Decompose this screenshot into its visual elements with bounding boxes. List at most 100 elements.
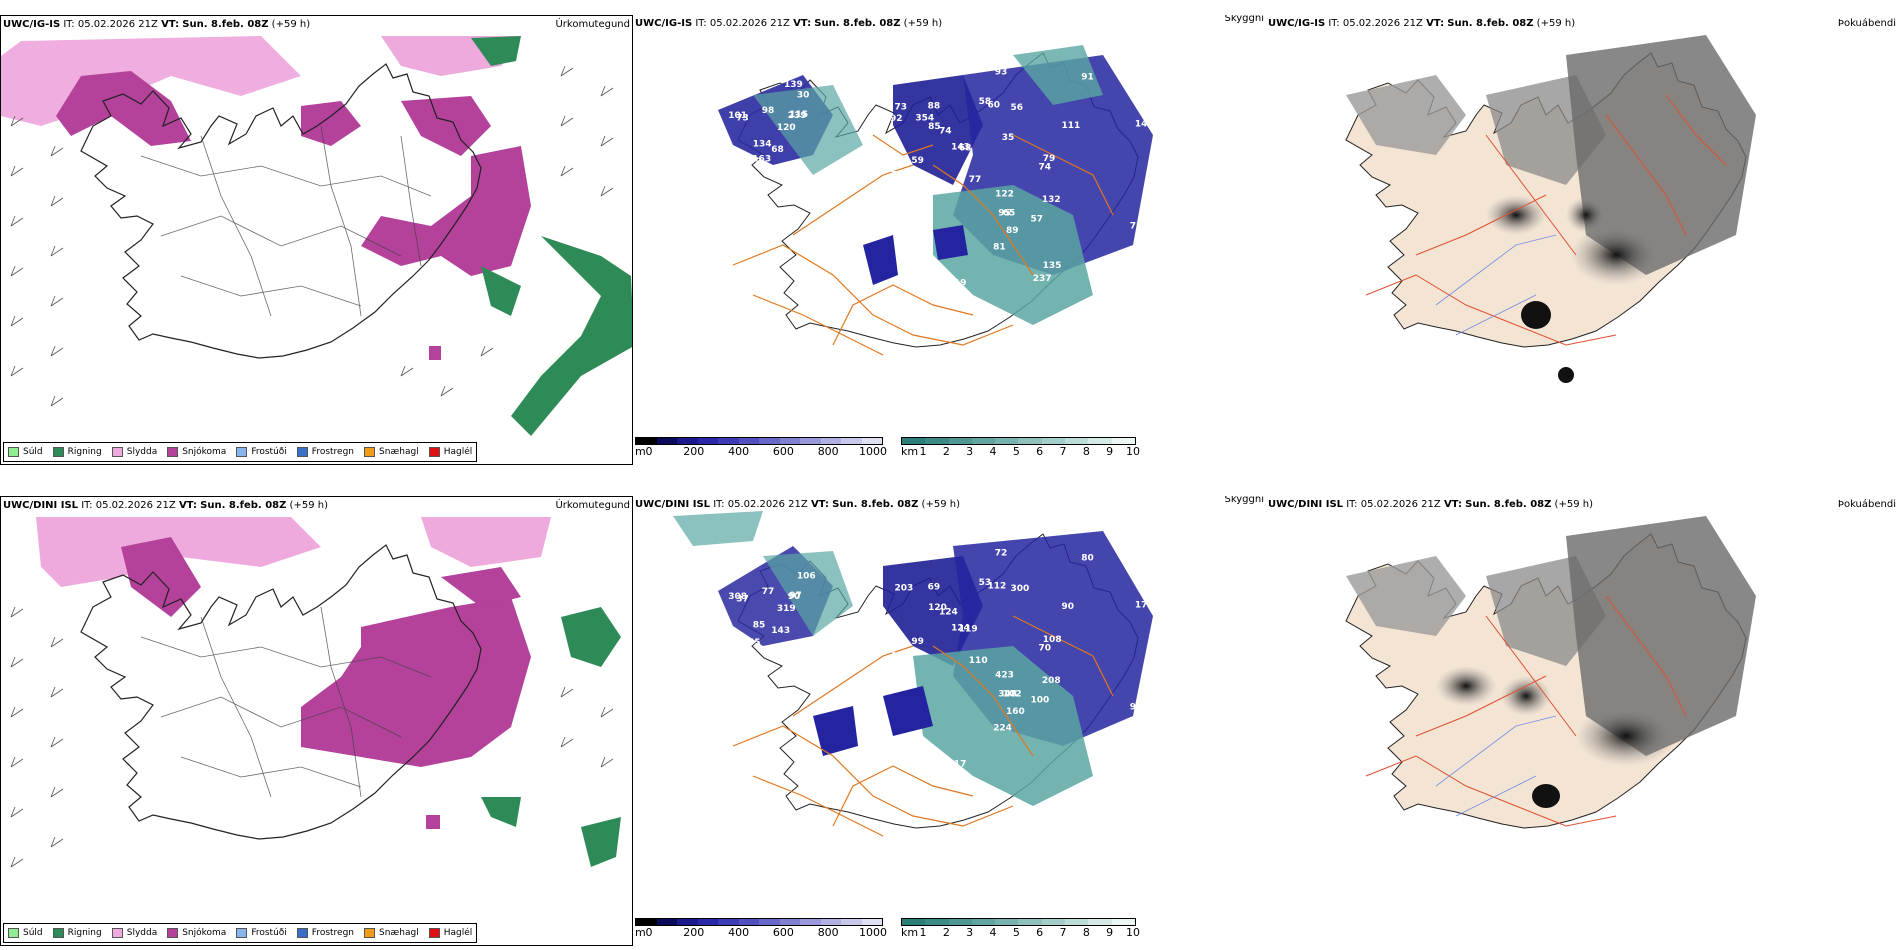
height-scale-segment	[738, 438, 759, 444]
panel-title: Úrkomutegund	[555, 19, 630, 30]
legend-item-frostudi: Frostúði	[236, 928, 287, 938]
visibility-value-label: 58	[979, 97, 992, 107]
visibility-value-label: 354	[915, 114, 934, 124]
height-scale-segment	[861, 438, 882, 444]
visibility-value-label: 72	[995, 549, 1008, 559]
visibility-value-label: 117	[948, 760, 967, 770]
height-scale-tick: 800	[817, 445, 839, 458]
panel-title: Þokuábendi	[1837, 18, 1896, 29]
panel-header: UWC/DINI ISL IT: 05.02.2026 21Z VT: Sun.…	[3, 500, 328, 511]
visibility-scale-segment	[995, 919, 1019, 925]
visibility-value-label: 108	[1043, 635, 1062, 645]
visibility-scale-tick: 6	[1036, 926, 1044, 939]
visibility-value-label: 308	[728, 592, 747, 602]
precip-panel-row2: UWC/DINI ISL IT: 05.02.2026 21Z VT: Sun.…	[0, 496, 633, 946]
visibility-value-label: 134	[753, 139, 772, 149]
legend-swatch	[111, 447, 123, 457]
visibility-value-label: 73	[1130, 222, 1143, 232]
visibility-scale-tick: 5	[1012, 445, 1020, 458]
visibility-scale-segment	[1111, 438, 1135, 444]
visibility-scale-bar	[901, 437, 1136, 445]
visibility-scale-ticks: km 1 2 3 4 5 6 7 8 9 10	[901, 926, 1140, 939]
visibility-value-label: 135	[1043, 261, 1062, 271]
height-scale-tick: 600	[772, 926, 794, 939]
panel-header: UWC/IG-IS IT: 05.02.2026 21Z VT: Sun. 8.…	[1268, 18, 1576, 29]
visibility-value-label: 122	[995, 190, 1014, 200]
height-scale-tick: 400	[728, 445, 750, 458]
panel-title: Úrkomutegund	[555, 500, 630, 511]
visibility-value-label: 160	[1006, 707, 1025, 717]
visibility-value-label: 120	[777, 123, 796, 133]
height-scale-segment	[841, 438, 862, 444]
visibility-value-label: 93	[1130, 703, 1143, 713]
visibility-value-label: 124	[939, 608, 958, 618]
visibility-scale-tick: 9	[1106, 926, 1114, 939]
height-scale-segment	[677, 438, 698, 444]
height-scale-segment	[759, 919, 780, 925]
visibility-value-label: 120	[928, 603, 947, 613]
visibility-scale-segment	[1088, 919, 1112, 925]
visibility-scale-tick: 8	[1082, 926, 1090, 939]
height-scale-bar	[635, 437, 883, 445]
visibility-scale-tick: 2	[942, 445, 950, 458]
visibility-value-label: 73	[895, 102, 908, 112]
legend-item-slydda: Slydda	[111, 447, 157, 457]
panel-header: UWC/IG-IS IT: 05.02.2026 21Z VT: Sun. 8.…	[3, 19, 311, 30]
height-scale-tick: 600	[772, 445, 794, 458]
visibility-value-label: 77	[891, 171, 904, 181]
visibility-value-label: 88	[928, 101, 941, 111]
visibility-value-label: 69	[928, 582, 941, 592]
visibility-value-label: 143	[771, 626, 790, 636]
precip-panel-row1: UWC/IG-IS IT: 05.02.2026 21Z VT: Sun. 8.…	[0, 15, 633, 465]
visibility-scale-tick: 3	[966, 926, 974, 939]
visibility-value-label: 74	[939, 127, 952, 137]
legend-item-rigning: Rigning	[52, 447, 102, 457]
height-scale-segment	[636, 438, 657, 444]
visibility-scale-segment	[1018, 438, 1042, 444]
visibility-scale-tick: 10	[1126, 445, 1140, 458]
legend-swatch	[8, 447, 19, 457]
legend-item-snjokoma: Snjókoma	[167, 447, 226, 457]
height-scale-segment	[636, 919, 657, 925]
legend-swatch	[167, 447, 179, 457]
visibility-labels: 120 73 79 72 239 59 91 65 30 74 93 87 73 58 74 57 69 88 11…	[728, 68, 1153, 315]
visibility-value-label: 70	[1039, 644, 1052, 654]
legend-swatch	[428, 447, 440, 457]
visibility-scale-tick: 10	[1126, 926, 1140, 939]
height-scale: m 0 200 400 600 800 1000	[635, 918, 887, 939]
visibility-value-label: 208	[1042, 676, 1061, 686]
visibility-value-label: 95	[998, 209, 1011, 219]
visibility-panel-row2: UWC/DINI ISL IT: 05.02.2026 21Z VT: Sun.…	[633, 496, 1266, 946]
visibility-value-label: 85	[928, 122, 941, 132]
precip-map	[1, 36, 632, 444]
height-scale-segment	[718, 438, 739, 444]
visibility-scale-segment	[1065, 919, 1089, 925]
visibility-value-label: 98	[762, 106, 775, 116]
visibility-scale-segment	[1018, 919, 1042, 925]
fog-map	[1345, 35, 1756, 383]
height-scale-segment	[656, 438, 677, 444]
visibility-value-label: 224	[993, 724, 1012, 734]
visibility-map: 120 73 79 72 239 59 91 65 30 74 93 87 73 58 74 57 69 88 11…	[718, 45, 1154, 356]
visibility-value-label: 203	[895, 583, 914, 593]
fog-map	[1345, 516, 1756, 829]
visibility-scale-bar	[901, 918, 1136, 926]
visibility-scale: km 1 2 3 4 5 6 7 8 9 10	[901, 437, 1140, 458]
visibility-scale-tick: 7	[1059, 926, 1067, 939]
panel-title: Þokuábendi	[1837, 499, 1896, 510]
visibility-scale-tick: 4	[989, 926, 997, 939]
height-scale-segment	[820, 438, 841, 444]
fog-panel-row1: UWC/IG-IS IT: 05.02.2026 21Z VT: Sun. 8.…	[1266, 15, 1900, 465]
visibility-scale-segment	[925, 919, 949, 925]
visibility-scale-segment	[1111, 919, 1135, 925]
visibility-scale-tick: 6	[1036, 445, 1044, 458]
visibility-value-label: 37	[736, 595, 749, 605]
visibility-value-label: 124	[951, 624, 970, 634]
visibility-value-label: 100	[1031, 696, 1050, 706]
height-scale-segment	[861, 919, 882, 925]
visibility-value-label: 72	[936, 292, 949, 302]
height-scale-tick: 1000	[859, 445, 887, 458]
visibility-scale-segment	[902, 919, 926, 925]
legend-item-frostregn: Frostregn	[296, 928, 354, 938]
visibility-value-label: 77	[969, 175, 982, 185]
